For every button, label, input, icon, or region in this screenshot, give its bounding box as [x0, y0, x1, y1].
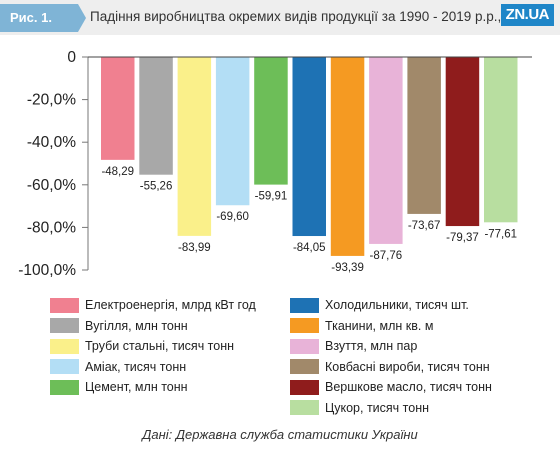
legend-swatch: [290, 318, 319, 333]
y-tick-label: -60,0%: [27, 177, 76, 194]
legend-item: Вугілля, млн тонн: [50, 318, 188, 334]
y-tick-label: 0: [67, 49, 76, 66]
bar-value-label: -77,61: [484, 228, 517, 240]
bar-value-label: -87,76: [370, 250, 403, 262]
figure-header: Рис. 1. Падіння виробництва окремих виді…: [0, 0, 560, 35]
legend-swatch: [290, 297, 319, 313]
legend-item: Тканини, млн кв. м: [290, 318, 433, 334]
legend-swatch: [50, 379, 79, 395]
legend-swatch: [50, 318, 79, 333]
legend-item: Труби стальні, тисяч тонн: [50, 338, 234, 354]
bar-value-label: -79,37: [446, 232, 479, 244]
legend-label: Взуття, млн пар: [325, 339, 418, 353]
legend-item: Електроенергія, млрд кВт год: [50, 297, 256, 313]
figure-label: Рис. 1.: [0, 4, 86, 32]
legend-label: Ковбасні вироби, тисяч тонн: [325, 359, 490, 374]
bar: [445, 57, 480, 227]
bar-value-label: -48,29: [101, 166, 134, 178]
legend-label: Електроенергія, млрд кВт год: [85, 298, 256, 312]
legend-label: Холодильники, тисяч шт.: [325, 298, 469, 312]
bar: [292, 57, 326, 237]
legend-swatch: [290, 379, 319, 395]
legend-item: Взуття, млн пар: [290, 338, 417, 354]
legend-label: Труби стальні, тисяч тонн: [85, 339, 235, 353]
bar-value-label: -93,39: [331, 262, 364, 274]
bar-value-label: -55,26: [140, 181, 173, 193]
legend-item: Ковбасні вироби, тисяч тонн: [290, 359, 490, 375]
legend-item: Холодильники, тисяч шт.: [290, 297, 469, 313]
brand-logo: ZN.UA: [500, 4, 554, 26]
legend-label: Тканини, млн кв. м: [325, 318, 434, 333]
bar: [254, 57, 288, 185]
legend-swatch: [50, 338, 79, 354]
bar: [101, 57, 135, 160]
chart-title: Падіння виробництва окремих видів продук…: [90, 9, 518, 24]
legend-swatch: [50, 297, 79, 313]
y-tick-label: -20,0%: [27, 92, 76, 109]
y-tick-label: -100,0%: [18, 262, 76, 279]
bar: [215, 57, 250, 206]
data-source-note: Дані: Державна служба статистики України: [142, 427, 418, 442]
legend-label: Аміак, тисяч тонн: [85, 359, 187, 374]
bar: [369, 57, 403, 244]
y-tick-label: -80,0%: [27, 219, 76, 236]
legend-label: Цемент, млн тонн: [85, 380, 188, 394]
legend-item: Аміак, тисяч тонн: [50, 359, 186, 375]
legend-label: Вершкове масло, тисяч тонн: [325, 380, 492, 394]
bar: [177, 57, 212, 236]
legend-swatch: [290, 400, 319, 415]
bar: [484, 57, 518, 223]
legend-item: Цемент, млн тонн: [50, 379, 188, 395]
legend-label: Цукор, тисяч тонн: [325, 400, 430, 415]
bar-value-label: -73,67: [408, 220, 441, 232]
bar-chart: 0 -20,0% -40,0% -60,0% -80,0% -100,0% -48,29 -5…: [18, 49, 532, 279]
legend-item: Цукор, тисяч тонн: [290, 400, 429, 416]
bar-value-label: -83,99: [178, 242, 211, 254]
legend-swatch: [50, 359, 79, 374]
legend-label: Вугілля, млн тонн: [85, 318, 188, 333]
legend-item: Вершкове масло, тисяч тонн: [290, 379, 492, 395]
bar: [330, 57, 365, 256]
bar-value-label: -59,91: [255, 191, 288, 203]
chart-legend: Електроенергія, млрд кВт год Вугілля, млн…: [0, 295, 560, 420]
bar: [407, 57, 441, 214]
bar-value-label: -84,05: [293, 242, 326, 254]
bar-value-label: -69,60: [216, 211, 249, 223]
legend-swatch: [290, 338, 319, 354]
bar: [139, 57, 173, 175]
legend-swatch: [290, 359, 319, 374]
y-tick-label: -40,0%: [27, 134, 76, 151]
